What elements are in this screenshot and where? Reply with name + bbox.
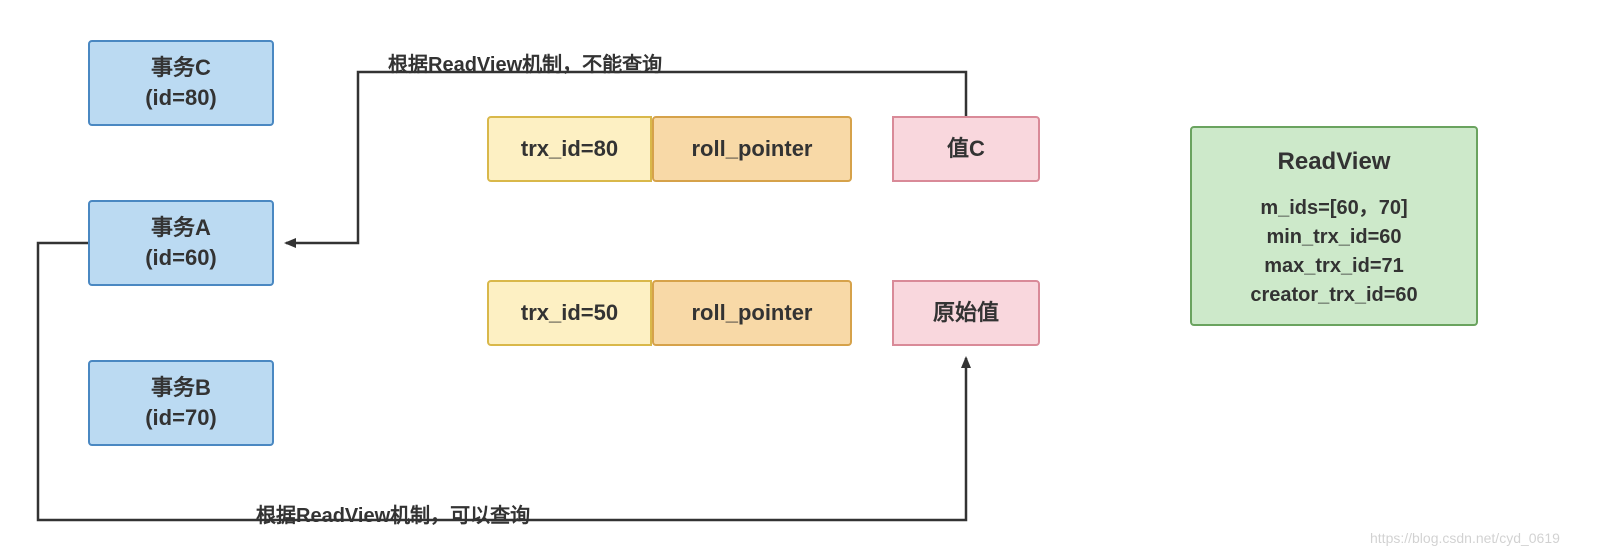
tx-c-title: 事务C: [151, 53, 211, 83]
row2-trx-cell: trx_id=50: [487, 280, 652, 346]
row2-trx-label: trx_id=50: [521, 298, 618, 328]
readview-line: min_trx_id=60: [1250, 223, 1417, 252]
tx-c-id: (id=80): [145, 83, 217, 113]
readview-line: m_ids=[60，70]: [1250, 194, 1417, 223]
row1-val-cell: 值C: [892, 116, 1040, 182]
readview-line: max_trx_id=71: [1250, 252, 1417, 281]
row1-roll-label: roll_pointer: [691, 134, 812, 164]
row1-trx-label: trx_id=80: [521, 134, 618, 164]
readview-box: ReadView m_ids=[60，70]min_trx_id=60max_t…: [1190, 126, 1478, 326]
edge-top-label: 根据ReadView机制，不能查询: [388, 48, 662, 77]
readview-body: m_ids=[60，70]min_trx_id=60max_trx_id=71c…: [1250, 194, 1417, 310]
row2-val-cell: 原始值: [892, 280, 1040, 346]
row1-trx-cell: trx_id=80: [487, 116, 652, 182]
readview-title: ReadView: [1278, 146, 1391, 178]
row1-val-label: 值C: [947, 134, 985, 164]
tx-b-box: 事务B (id=70): [88, 360, 274, 446]
tx-a-title: 事务A: [151, 213, 211, 243]
tx-a-id: (id=60): [145, 243, 217, 273]
row2-roll-label: roll_pointer: [691, 298, 812, 328]
row2-roll-cell: roll_pointer: [652, 280, 852, 346]
tx-b-id: (id=70): [145, 403, 217, 433]
edge-bottom-label: 根据ReadView机制，可以查询: [256, 499, 530, 528]
tx-b-title: 事务B: [151, 373, 211, 403]
row2-val-label: 原始值: [933, 298, 999, 328]
watermark-text: https://blog.csdn.net/cyd_0619: [1370, 530, 1560, 546]
row1-roll-cell: roll_pointer: [652, 116, 852, 182]
tx-c-box: 事务C (id=80): [88, 40, 274, 126]
diagram-canvas: { "diagram": { "type": "flowchart", "can…: [0, 0, 1599, 553]
readview-line: creator_trx_id=60: [1250, 281, 1417, 310]
tx-a-box: 事务A (id=60): [88, 200, 274, 286]
